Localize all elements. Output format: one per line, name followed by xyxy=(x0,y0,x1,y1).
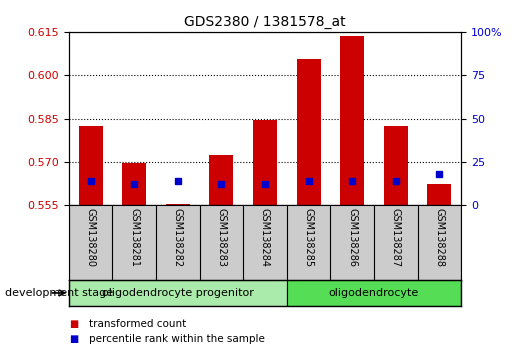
Bar xyxy=(209,155,233,205)
Text: GSM138284: GSM138284 xyxy=(260,207,270,267)
Bar xyxy=(122,164,146,205)
Text: ■: ■ xyxy=(69,334,78,344)
Bar xyxy=(166,204,190,205)
Title: GDS2380 / 1381578_at: GDS2380 / 1381578_at xyxy=(184,16,346,29)
Bar xyxy=(427,184,452,205)
Bar xyxy=(69,280,287,306)
Text: GSM138286: GSM138286 xyxy=(347,207,357,267)
Text: oligodendrocyte progenitor: oligodendrocyte progenitor xyxy=(102,288,254,298)
Text: development stage: development stage xyxy=(5,288,113,298)
Bar xyxy=(340,36,364,205)
Bar xyxy=(253,120,277,205)
Text: GSM138281: GSM138281 xyxy=(129,207,139,267)
Bar xyxy=(79,126,103,205)
Text: GSM138283: GSM138283 xyxy=(216,207,226,267)
Text: GSM138288: GSM138288 xyxy=(434,207,444,267)
Text: GSM138287: GSM138287 xyxy=(391,207,401,267)
Bar xyxy=(384,126,408,205)
Text: transformed count: transformed count xyxy=(89,319,186,329)
Text: GSM138282: GSM138282 xyxy=(173,207,183,267)
Text: oligodendrocyte: oligodendrocyte xyxy=(329,288,419,298)
Text: ■: ■ xyxy=(69,319,78,329)
Bar xyxy=(287,280,461,306)
Text: percentile rank within the sample: percentile rank within the sample xyxy=(89,334,265,344)
Text: GSM138280: GSM138280 xyxy=(86,207,96,267)
Text: GSM138285: GSM138285 xyxy=(304,207,314,267)
Bar xyxy=(297,59,321,205)
